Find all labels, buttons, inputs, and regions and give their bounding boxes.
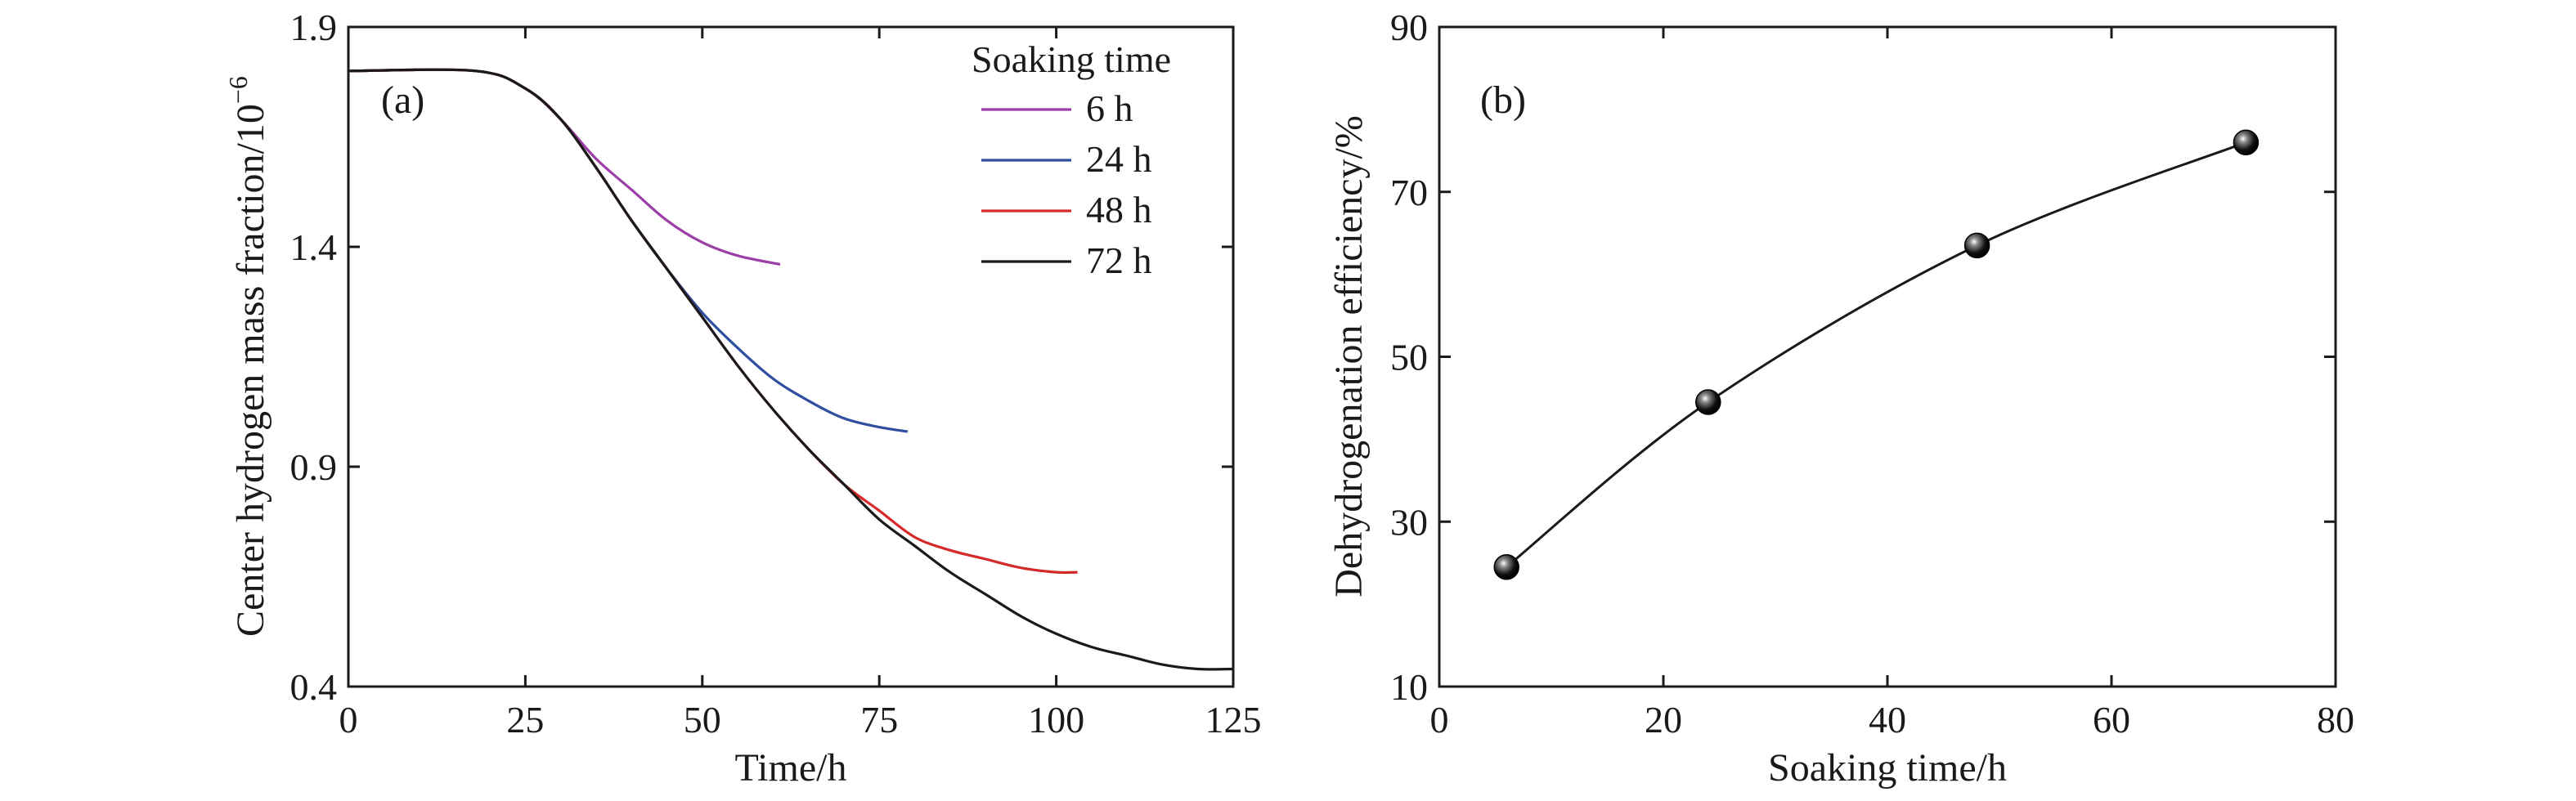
legend-entry: 72 h [1086,239,1152,281]
x-tick-label-b: 20 [1645,699,1682,741]
y-tick-label-a: 0.9 [290,446,338,488]
plot-frame-b [1438,25,2337,688]
x-tick-label-a: 25 [506,699,544,741]
panel-label-b: (b) [1480,78,1526,122]
x-tick-label-a: 0 [339,699,358,741]
y-tick-label-a: 1.9 [290,7,338,48]
tick-marks-b [1438,25,2337,688]
data-point [2233,129,2260,155]
x-tick-labels-b: 0 20 40 60 80 [1430,699,2355,741]
panel-label-a: (a) [381,78,424,122]
y-tick-label-b: 90 [1390,7,1428,48]
legend-title: Soaking time [972,38,1171,80]
data-point [1963,232,1990,259]
series-line-48h [348,68,1078,575]
fit-curve [1506,141,2246,568]
x-axis-title-a: Time/h [735,746,847,790]
y-tick-labels-a: 0.4 0.9 1.4 1.9 [290,7,338,708]
fit-curve-b [1506,141,2246,568]
series-lines-a [348,68,1234,671]
y-tick-label-a: 1.4 [290,226,338,268]
y-tick-label-a: 0.4 [290,666,338,708]
legend-a: Soaking time 6 h 24 h 48 h 72 h [972,38,1171,281]
y-tick-label-b: 30 [1390,501,1428,543]
x-tick-label-a: 100 [1028,699,1084,741]
series-line-24h [348,68,909,433]
legend-entry: 24 h [1086,138,1152,180]
y-tick-label-b: 10 [1390,666,1428,708]
data-point [1493,553,1519,580]
legend-entry: 48 h [1086,189,1152,230]
x-axis-title-b: Soaking time/h [1768,746,2007,790]
y-tick-label-b: 50 [1390,337,1428,378]
data-point [1695,389,1721,415]
y-axis-title-a-exponent: −6 [223,76,253,104]
y-axis-title-b: Dehydrogenation efficiency/% [1327,115,1371,597]
y-axis-title-a: Center hydrogen mass fraction/10−6 [223,76,272,637]
data-points-b [1493,129,2260,580]
y-tick-label-b: 70 [1390,172,1428,213]
chart-panel-a: 0 25 50 75 100 125 0.4 0.9 1.4 1.9 (a) Time/h Ce… [223,7,1262,790]
x-tick-label-b: 40 [1869,699,1906,741]
series-line-72h [348,68,1234,671]
x-tick-label-a: 125 [1205,699,1262,741]
x-tick-label-a: 75 [860,699,898,741]
x-tick-label-b: 60 [2093,699,2130,741]
x-tick-label-b: 80 [2317,699,2354,741]
y-tick-labels-b: 10 30 50 70 90 [1390,7,1428,708]
x-tick-labels-a: 0 25 50 75 100 125 [339,699,1262,741]
y-axis-title-a-main: Center hydrogen mass fraction/10 [229,104,272,637]
legend-entry: 6 h [1086,87,1133,129]
x-tick-label-a: 50 [684,699,721,741]
plot-frame-a [347,25,1235,688]
tick-marks-a [347,25,1235,688]
x-tick-label-b: 0 [1430,699,1449,741]
